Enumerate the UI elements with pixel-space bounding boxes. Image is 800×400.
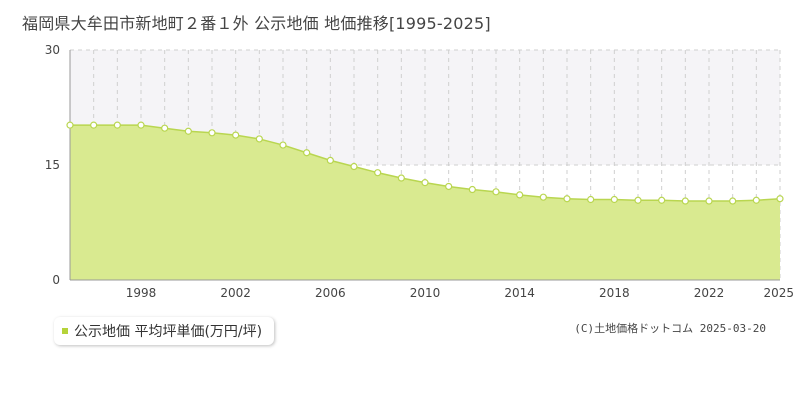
series-area: [70, 125, 780, 280]
x-tick-label: 2010: [410, 286, 441, 300]
legend: 公示地価 平均坪単価(万円/坪): [54, 317, 275, 345]
data-point: [658, 196, 666, 204]
data-point: [681, 197, 689, 205]
chart-title: 福岡県大牟田市新地町２番１外 公示地価 地価推移[1995-2025]: [22, 14, 491, 33]
legend-label: 公示地価 平均坪単価(万円/坪): [74, 324, 263, 340]
data-point: [303, 149, 311, 157]
data-point: [421, 179, 429, 187]
data-point: [374, 169, 382, 177]
data-point: [492, 188, 500, 196]
x-tick-label: 2022: [694, 286, 725, 300]
y-tick-label: 30: [45, 43, 60, 57]
data-point: [279, 141, 287, 149]
data-point: [468, 185, 476, 194]
data-point: [705, 197, 713, 205]
y-tick-label: 15: [45, 158, 60, 172]
data-point: [232, 131, 240, 139]
data-point: [113, 121, 121, 129]
data-point: [563, 195, 571, 203]
x-tick-label: 2018: [599, 286, 630, 300]
data-point: [161, 124, 169, 132]
legend-swatch: [62, 328, 68, 334]
data-point: [66, 121, 74, 129]
x-tick-label: 1998: [126, 286, 157, 300]
x-tick-label: 2002: [220, 286, 251, 300]
data-point: [184, 127, 192, 135]
data-point: [587, 195, 595, 204]
data-point: [539, 193, 547, 201]
data-point: [610, 195, 618, 204]
data-point: [445, 182, 453, 191]
copyright-text: (C)土地価格ドットコム 2025-03-20: [574, 322, 766, 335]
data-point: [752, 196, 760, 204]
x-tick-label: 2025: [763, 286, 794, 300]
data-point: [729, 197, 737, 205]
data-point: [516, 191, 524, 199]
x-tick-label: 2006: [315, 286, 346, 300]
data-point: [90, 121, 98, 129]
y-tick-label: 0: [52, 273, 60, 287]
data-point: [350, 162, 358, 171]
data-point: [634, 196, 642, 204]
data-point: [137, 121, 145, 129]
data-point: [397, 174, 405, 182]
data-point: [208, 129, 216, 137]
data-point: [255, 135, 263, 143]
x-tick-label: 2014: [504, 286, 535, 300]
data-point: [776, 195, 784, 203]
data-point: [326, 156, 334, 164]
